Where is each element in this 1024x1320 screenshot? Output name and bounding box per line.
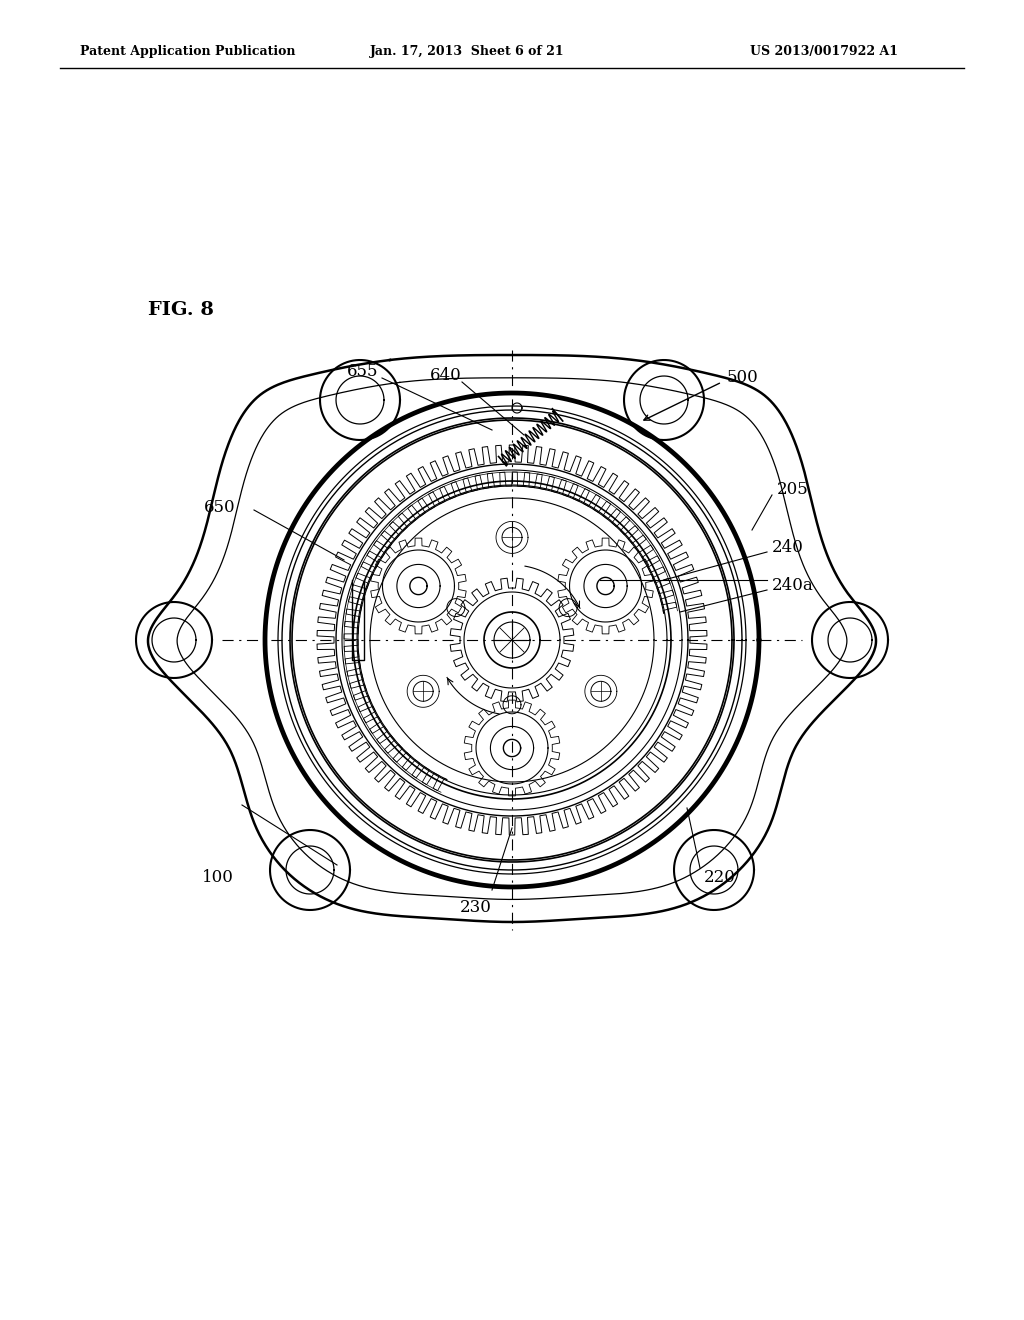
Text: 640: 640 bbox=[430, 367, 462, 384]
Text: 205: 205 bbox=[777, 482, 809, 499]
Text: FIG. 8: FIG. 8 bbox=[148, 301, 214, 319]
Text: 230: 230 bbox=[460, 899, 492, 916]
Text: 500: 500 bbox=[727, 370, 759, 387]
Text: Jan. 17, 2013  Sheet 6 of 21: Jan. 17, 2013 Sheet 6 of 21 bbox=[370, 45, 564, 58]
Text: 100: 100 bbox=[202, 870, 233, 887]
Text: 655: 655 bbox=[347, 363, 379, 380]
Text: US 2013/0017922 A1: US 2013/0017922 A1 bbox=[750, 45, 898, 58]
Text: 240: 240 bbox=[772, 540, 804, 557]
Text: Patent Application Publication: Patent Application Publication bbox=[80, 45, 296, 58]
Text: 220: 220 bbox=[705, 870, 736, 887]
Text: 240a: 240a bbox=[772, 577, 814, 594]
Text: 650: 650 bbox=[204, 499, 236, 516]
